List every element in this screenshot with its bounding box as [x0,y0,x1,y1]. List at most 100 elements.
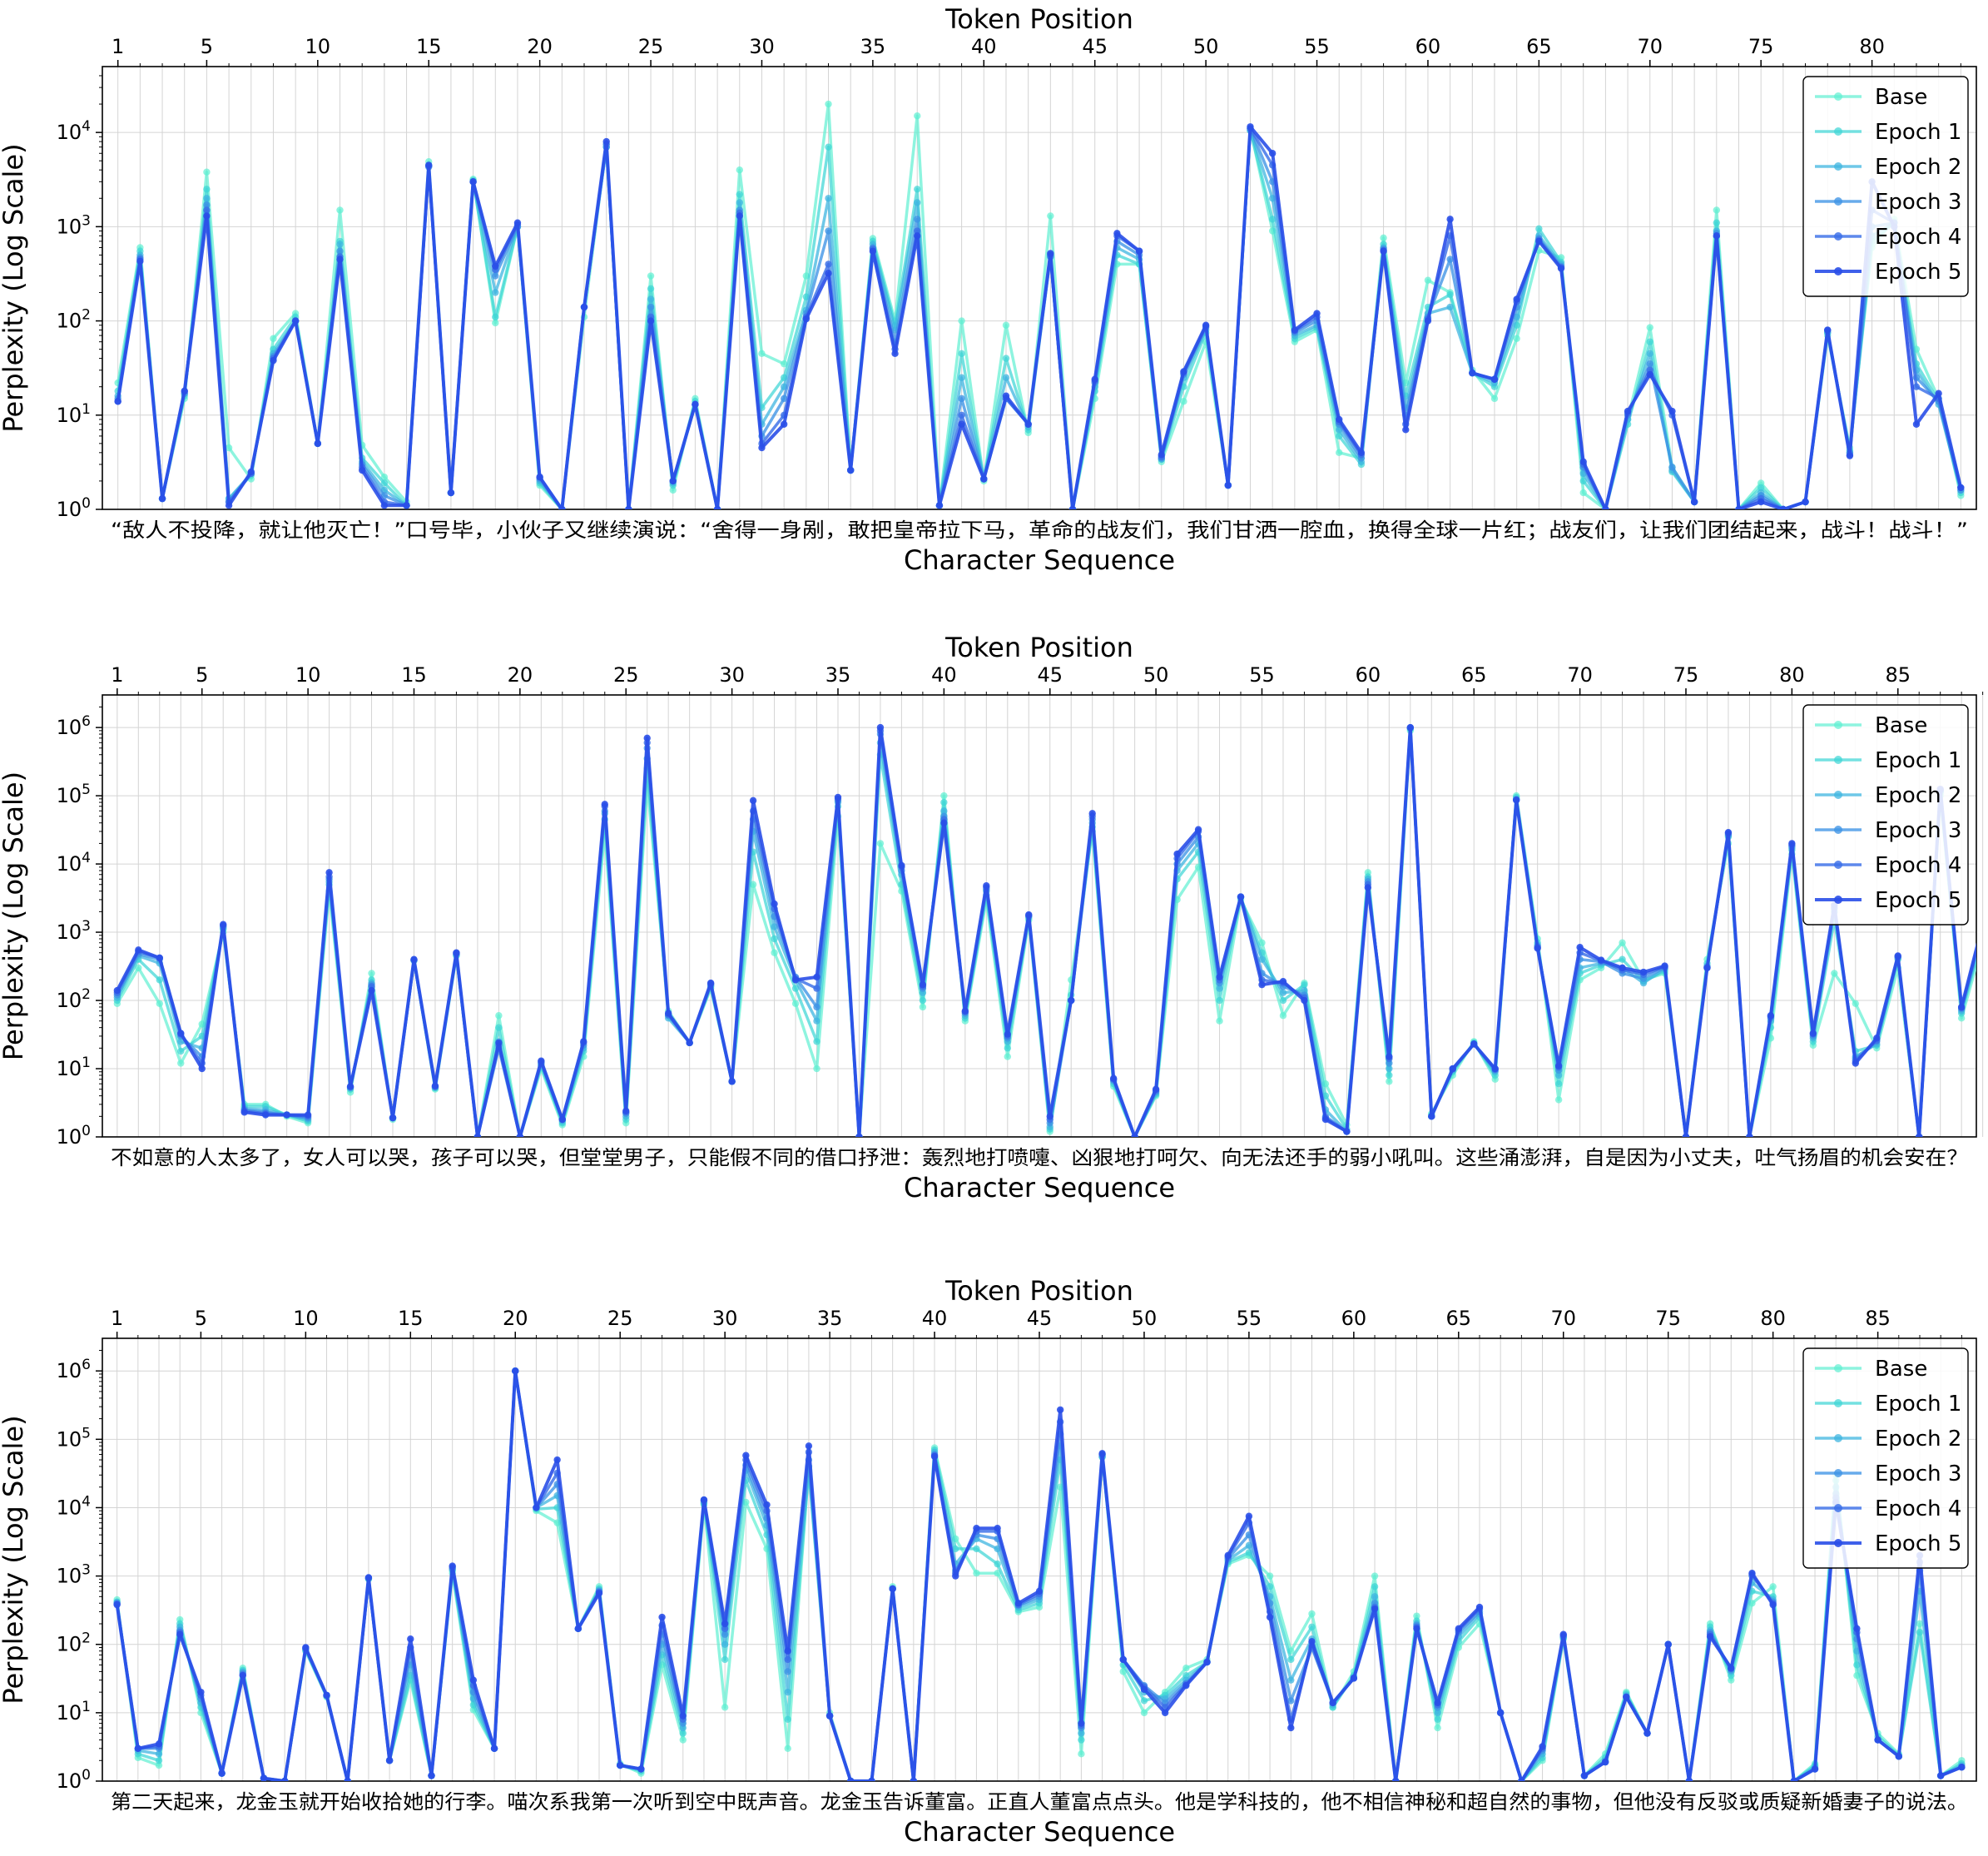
data-point [1713,206,1721,214]
y-tick-label: 103 [57,212,91,238]
data-point [533,1504,540,1511]
data-point [940,798,948,806]
data-point [736,212,743,220]
data-point [177,1030,185,1037]
data-point [602,137,610,146]
data-point [1308,1623,1316,1630]
data-point [380,479,389,487]
data-point [344,1777,351,1781]
data-point [1788,840,1796,847]
chart-panel-3: 1 5 10 15 20 25 30 35 40 45 50 55 60 65 70 75 80 85Token … [0,1275,1977,1848]
data-point [1068,505,1077,509]
data-point [994,1569,1001,1577]
data-point [1216,985,1223,992]
data-point [113,986,121,995]
data-point [1119,1655,1127,1664]
data-point [914,227,921,235]
legend-marker [1834,861,1842,869]
legend-marker [1834,1434,1842,1442]
data-point [958,411,965,419]
data-point [1690,498,1698,506]
data-point [658,1613,666,1621]
x-tick-label: 45 [1037,663,1063,687]
data-point [1554,1080,1563,1088]
data-point [994,1560,1001,1568]
data-point [1224,481,1232,489]
legend-marker [1834,267,1842,275]
data-point [1496,1709,1505,1717]
data-point [940,792,948,800]
data-point [1182,1681,1190,1690]
data-point [1957,484,1965,492]
data-point [1619,955,1626,963]
data-point [1002,321,1010,329]
legend-marker [1834,127,1842,136]
data-point [771,900,778,908]
data-point [825,261,832,268]
data-point [1446,303,1454,311]
data-point [834,793,842,801]
data-point [973,1569,980,1577]
legend-marker [1834,197,1842,206]
data-point [1846,452,1854,459]
data-point [1386,1078,1393,1085]
data-point [1646,338,1653,345]
data-point [135,946,142,954]
data-point [1336,449,1343,457]
data-point [558,1115,567,1124]
data-point [1287,1655,1295,1664]
data-point [1308,1638,1316,1645]
data-point [314,439,322,448]
legend-marker [1834,232,1842,241]
data-point [1268,150,1277,157]
data-point [637,1765,645,1773]
data-point [1597,956,1605,964]
data-point [1371,1572,1379,1580]
data-point [492,313,499,321]
data-point [1490,375,1499,383]
x-tick-label: 30 [719,663,745,687]
y-tick-label: 105 [57,782,91,807]
data-point [1301,996,1308,1005]
legend-marker [1834,1504,1842,1512]
data-point [813,1017,820,1025]
data-point [553,1456,561,1464]
series-group [113,723,1976,1137]
data-point [791,976,800,984]
data-point [1158,451,1165,459]
data-point [407,1635,414,1643]
top-axis-title: Token Position [944,1275,1133,1307]
y-tick-label: 103 [57,918,91,944]
data-point [203,186,211,193]
data-point [538,1057,545,1064]
data-point [616,1761,624,1769]
x-axis-title: Character Sequence [904,1816,1175,1848]
data-point [1002,392,1010,399]
data-point [1301,980,1308,989]
data-point [1194,826,1202,833]
data-point [958,374,965,381]
data-point [336,206,344,214]
data-point [1004,1053,1011,1060]
data-point [1661,962,1668,970]
data-point [813,1064,820,1073]
data-point [868,1777,875,1781]
legend-marker [1834,826,1842,834]
data-point [1824,326,1832,334]
data-point [1601,1758,1609,1766]
data-point [1002,355,1010,362]
data-point [1047,212,1054,220]
data-point [914,216,921,223]
data-point [742,1452,750,1459]
data-point [825,227,832,235]
x-tick-label: 55 [1237,1307,1262,1330]
data-point [1279,989,1287,996]
data-point [1258,980,1266,989]
legend-label: Epoch 5 [1875,1531,1961,1556]
data-point [784,1647,791,1655]
data-point [940,819,948,826]
plot-frame [102,694,1977,1138]
data-point [490,1744,498,1753]
data-point [176,1630,184,1638]
x-tick-label: 5 [195,1307,207,1330]
